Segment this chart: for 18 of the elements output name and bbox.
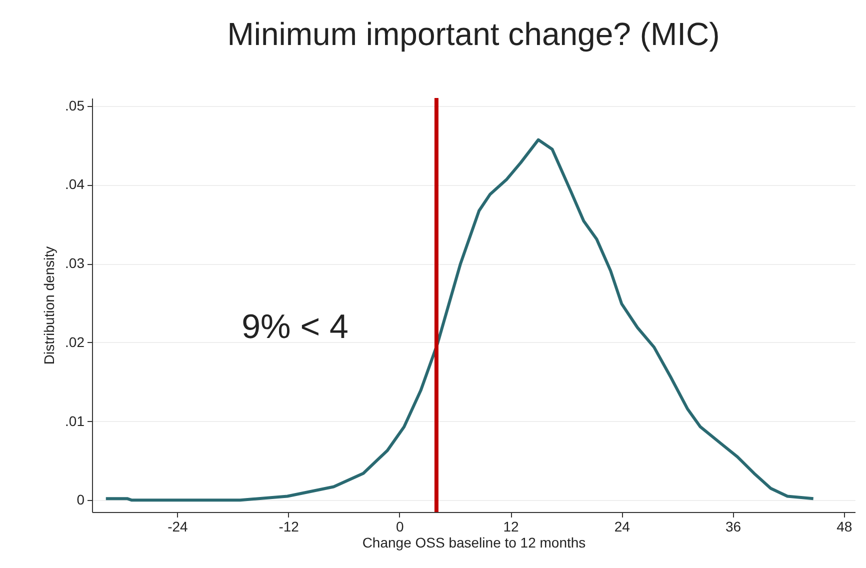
x-tick-label: 12 (503, 518, 520, 534)
x-tick-label: 48 (836, 518, 852, 534)
y-tick-label: .04 (65, 176, 85, 192)
x-tick-label: 24 (614, 518, 630, 534)
y-tick-label: .02 (65, 334, 85, 350)
x-tick-label: 36 (725, 518, 742, 534)
y-tick-label: .01 (65, 412, 85, 429)
x-axis-title: Change OSS baseline to 12 months (362, 534, 586, 550)
x-tick-label: -24 (168, 518, 188, 534)
x-tick-label: -12 (278, 518, 300, 534)
y-axis-title: Distribution density (41, 246, 58, 365)
y-tick-label: 0 (76, 492, 85, 508)
x-tick-label: 0 (396, 518, 404, 534)
chart-title: Minimum important change? (MIC) (227, 16, 720, 52)
y-tick-label: .03 (65, 255, 85, 272)
y-tick-label: .05 (65, 97, 85, 114)
annotation: 9% < 4 (242, 308, 348, 346)
line-series (104, 138, 815, 502)
